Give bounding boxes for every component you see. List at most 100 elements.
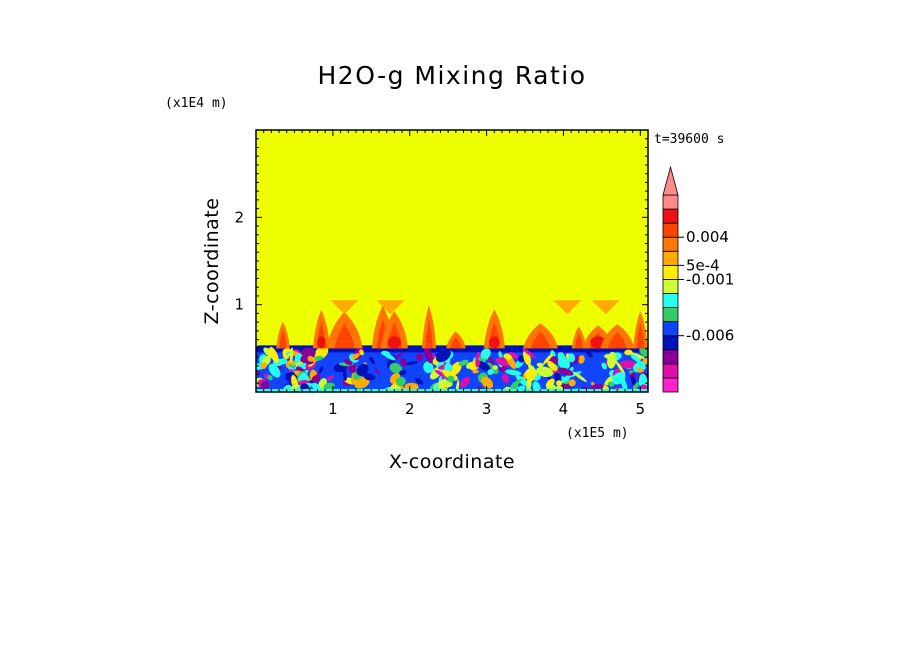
y-scale-label: (x1E4 m) — [165, 96, 228, 111]
eddy-patch — [260, 362, 268, 370]
plume-cap — [376, 300, 405, 315]
eddy-patch — [492, 365, 498, 370]
eddy-patch — [481, 376, 494, 389]
eddy-patch — [505, 369, 522, 376]
eddy-patch — [547, 360, 558, 372]
eddy-patch — [389, 362, 403, 374]
colorbar-swatch — [662, 335, 679, 351]
eddy-patch — [269, 346, 279, 363]
eddy-patch — [515, 375, 530, 387]
eddy-patch — [363, 373, 376, 381]
plume-core — [334, 322, 355, 349]
eddy-patch — [480, 348, 491, 360]
colorbar-swatch — [662, 250, 679, 266]
plume-peak — [317, 336, 326, 349]
colorbar — [662, 165, 679, 393]
eddy-patch — [414, 377, 424, 385]
eddy-patch — [458, 359, 469, 367]
eddy-patch — [434, 369, 447, 378]
eddy-patch — [522, 348, 536, 359]
eddy-patch — [487, 354, 495, 366]
eddy-patch — [342, 368, 347, 382]
eddy-patch — [508, 352, 519, 359]
eddy-patch — [509, 378, 522, 389]
colorbar-extension — [662, 165, 679, 196]
plume-cap — [591, 300, 620, 315]
eddy-patch — [307, 355, 314, 362]
eddy-patch — [578, 355, 585, 364]
eddy-patch — [311, 382, 321, 391]
colorbar-swatch — [662, 321, 679, 337]
eddy-patch — [447, 375, 455, 383]
eddy-patch — [280, 357, 288, 365]
colorbar-swatch — [662, 264, 679, 280]
y-axis-ticks: 12 — [234, 208, 244, 313]
eddy-patch — [585, 349, 594, 358]
eddy-patch — [314, 355, 323, 361]
eddy-patch — [415, 353, 424, 361]
colorbar-swatch — [662, 377, 679, 393]
eddy-patch — [354, 376, 370, 389]
colorbar-swatch — [662, 307, 679, 323]
eddy-patch — [517, 355, 525, 363]
colorbar-swatch — [662, 349, 679, 365]
colorbar-swatch — [662, 236, 679, 252]
eddy-patch — [633, 361, 647, 373]
eddy-patch — [459, 376, 471, 388]
x-tick-label: 3 — [482, 400, 492, 418]
eddy-patch — [455, 379, 460, 392]
eddy-patch — [436, 349, 451, 363]
eddy-patch — [314, 345, 329, 360]
plume-core — [636, 322, 645, 349]
colorbar-swatch — [662, 208, 679, 224]
colorbar-label: -0.006 — [686, 327, 734, 345]
eddy-patch — [472, 369, 479, 374]
x-tick-label: 2 — [405, 400, 415, 418]
x-scale-label: (x1E5 m) — [566, 426, 629, 441]
x-tick-label: 4 — [559, 400, 569, 418]
eddy-patch — [557, 367, 574, 376]
eddy-patch — [351, 353, 360, 360]
eddy-patch — [356, 364, 369, 376]
eddy-patch — [444, 363, 453, 373]
colorbar-swatch — [662, 279, 679, 294]
eddy-patch — [612, 372, 626, 385]
eddy-patch — [487, 369, 494, 375]
colorbar-swatch — [662, 293, 679, 308]
eddy-patch — [394, 352, 404, 359]
eddy-patch — [619, 360, 637, 369]
plume-cap — [553, 300, 582, 315]
eddy-patch — [573, 371, 587, 383]
eddy-patch — [528, 364, 538, 377]
plume-core — [574, 333, 583, 349]
chart-title: H2O-g Mixing Ratio — [317, 61, 586, 90]
eddy-patch — [607, 351, 617, 369]
eddy-patch — [368, 356, 375, 365]
colorbar-swatch — [662, 194, 679, 210]
x-tick-label: 1 — [328, 400, 338, 418]
eddy-patch — [374, 368, 381, 374]
x-axis-ticks: 1 2 3 4 5 — [328, 400, 645, 418]
eddy-patch — [289, 347, 294, 364]
x-axis-label: X-coordinate — [389, 451, 515, 473]
eddy-patch — [268, 363, 281, 378]
eddy-patch — [399, 358, 407, 367]
eddy-patch — [542, 353, 553, 365]
eddy-patch — [630, 354, 641, 363]
eddy-patch — [398, 369, 407, 376]
colorbar-label: -0.001 — [686, 270, 734, 288]
colorbar-swatch — [662, 363, 679, 379]
plume-peak — [387, 336, 402, 349]
eddy-patch — [359, 349, 364, 356]
plume-cap — [330, 300, 359, 315]
heatmap-field — [256, 300, 648, 392]
eddy-patch — [632, 381, 640, 391]
eddy-patch — [486, 362, 499, 374]
colorbar-label: 0.004 — [686, 228, 729, 246]
plume-core — [279, 329, 287, 349]
time-label: t=39600 s — [654, 132, 724, 147]
surface-layer — [256, 389, 648, 392]
plume-core — [450, 336, 462, 349]
